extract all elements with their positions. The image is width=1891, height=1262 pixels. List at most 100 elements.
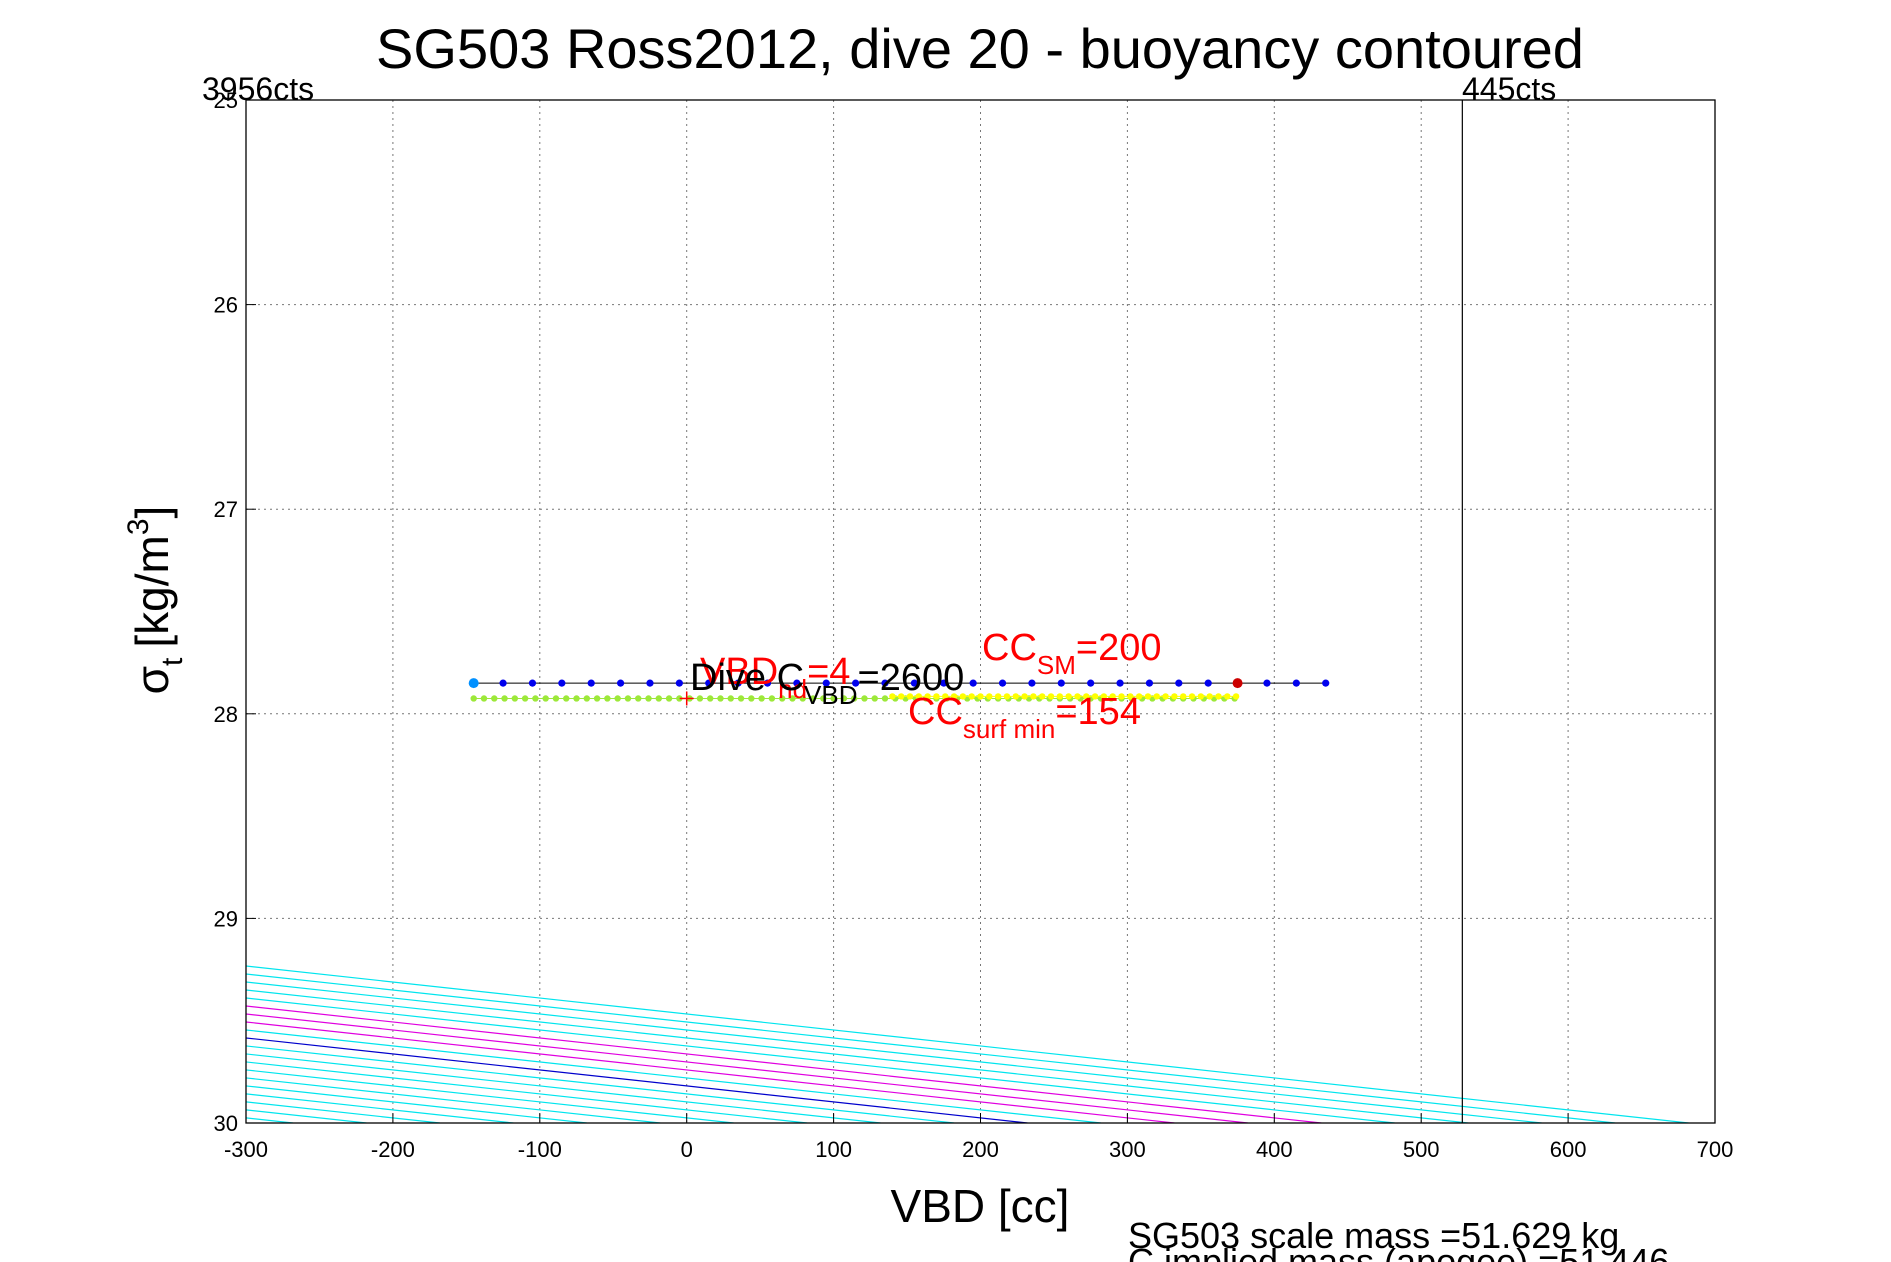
chart-title: SG503 Ross2012, dive 20 - buoyancy conto… (376, 17, 1584, 80)
data-point (889, 693, 896, 700)
data-point (763, 679, 772, 687)
data-point (1116, 679, 1124, 687)
data-point (748, 695, 755, 702)
data-point (850, 695, 858, 702)
data-point (717, 695, 724, 702)
vbd-hd-annotation: VBDhd=4 (700, 651, 850, 704)
data-point (624, 695, 632, 702)
x-tick-label: 500 (1403, 1137, 1440, 1162)
implied-mass-text: C implied mass (apogee) =51.446 (1128, 1241, 1669, 1262)
x-tick-label: 200 (962, 1137, 999, 1162)
data-point (573, 695, 580, 702)
data-point (705, 679, 713, 687)
data-point (676, 695, 683, 702)
cc-sm-main: CC (982, 627, 1037, 669)
data-point (969, 679, 977, 687)
data-point (897, 693, 905, 700)
data-point (968, 693, 975, 700)
data-point (1197, 693, 1205, 700)
data-point (881, 679, 889, 687)
data-point (994, 693, 1002, 700)
data-point (558, 679, 566, 687)
data-point (552, 695, 560, 702)
data-point (707, 695, 714, 702)
data-point (1118, 693, 1125, 700)
data-point (470, 695, 477, 702)
data-point (1127, 693, 1134, 700)
data-point (604, 695, 611, 702)
data-point (1144, 693, 1152, 700)
cc-sm-annotation: CCSM=200 (982, 627, 1161, 680)
cc-sm-value: =200 (1076, 627, 1162, 669)
data-point (1162, 693, 1169, 700)
data-point (499, 679, 507, 687)
cc-surf-min-annotation: CCsurf min=154 (908, 691, 1141, 744)
data-point (1206, 693, 1213, 700)
data-point (1065, 693, 1072, 700)
data-point (1100, 693, 1108, 700)
x-tick-label: 700 (1697, 1137, 1734, 1162)
data-point (881, 695, 889, 702)
data-point (1204, 679, 1212, 687)
data-point (1188, 693, 1196, 700)
x-tick-label: 100 (815, 1137, 852, 1162)
data-point (924, 693, 931, 700)
data-point (675, 679, 683, 687)
y-label-close: ] (126, 506, 178, 519)
data-point (511, 695, 519, 702)
data-point (915, 693, 923, 700)
axis-ticks: -300 -200 -100 0 100 200 300 400 500 600 700 25 26 27… (214, 88, 1734, 1162)
data-point (861, 695, 868, 702)
data-point (501, 695, 508, 702)
cc-surf-min-value: =154 (1055, 691, 1141, 733)
data-point (1012, 693, 1019, 700)
dive-cvbd-main: Dive C (690, 657, 804, 699)
data-point (1074, 693, 1081, 700)
vbd-hd-sub: hd (778, 674, 807, 704)
data-point (542, 695, 549, 702)
data-point (840, 695, 848, 702)
data-point (799, 695, 806, 702)
y-tick-label: 26 (214, 293, 238, 318)
data-point (1083, 693, 1090, 700)
x-tick-label: 300 (1109, 1137, 1146, 1162)
data-point (1135, 693, 1143, 700)
data-point (977, 693, 984, 700)
x-tick-label: 0 (681, 1137, 693, 1162)
data-point (789, 695, 796, 702)
data-point (1322, 679, 1330, 687)
vbd-hd-main: VBD (700, 651, 778, 693)
data-series (468, 678, 1330, 706)
cc-sm-sub: SM (1037, 650, 1076, 680)
data-point (793, 679, 801, 687)
grid (246, 100, 1715, 1123)
data-point (986, 693, 993, 700)
data-point (768, 695, 776, 702)
data-point (778, 695, 786, 702)
data-point (940, 679, 948, 687)
x-tick-label: -200 (371, 1137, 415, 1162)
data-point (871, 695, 878, 702)
y-tick-label: 29 (214, 906, 238, 931)
data-point (910, 679, 918, 687)
data-point (528, 679, 537, 687)
cc-surf-min-main: CC (908, 691, 963, 733)
y-tick-label: 27 (214, 497, 238, 522)
data-point (820, 695, 827, 702)
data-point (1292, 679, 1300, 687)
y-tick-label: 28 (214, 702, 238, 727)
data-point (830, 695, 837, 702)
data-point (696, 695, 704, 702)
data-point (959, 693, 967, 700)
data-point (1171, 693, 1178, 700)
end-point (1232, 678, 1243, 689)
data-point (583, 695, 591, 702)
data-point (1224, 693, 1231, 700)
dive-cvbd-value: =2600 (858, 657, 965, 699)
left-count-label: 3956cts (202, 71, 314, 107)
data-point (809, 695, 817, 702)
data-point (563, 695, 570, 702)
vbd-hd-value: =4 (807, 651, 850, 693)
cc-surf-min-sub: surf min (963, 714, 1055, 744)
